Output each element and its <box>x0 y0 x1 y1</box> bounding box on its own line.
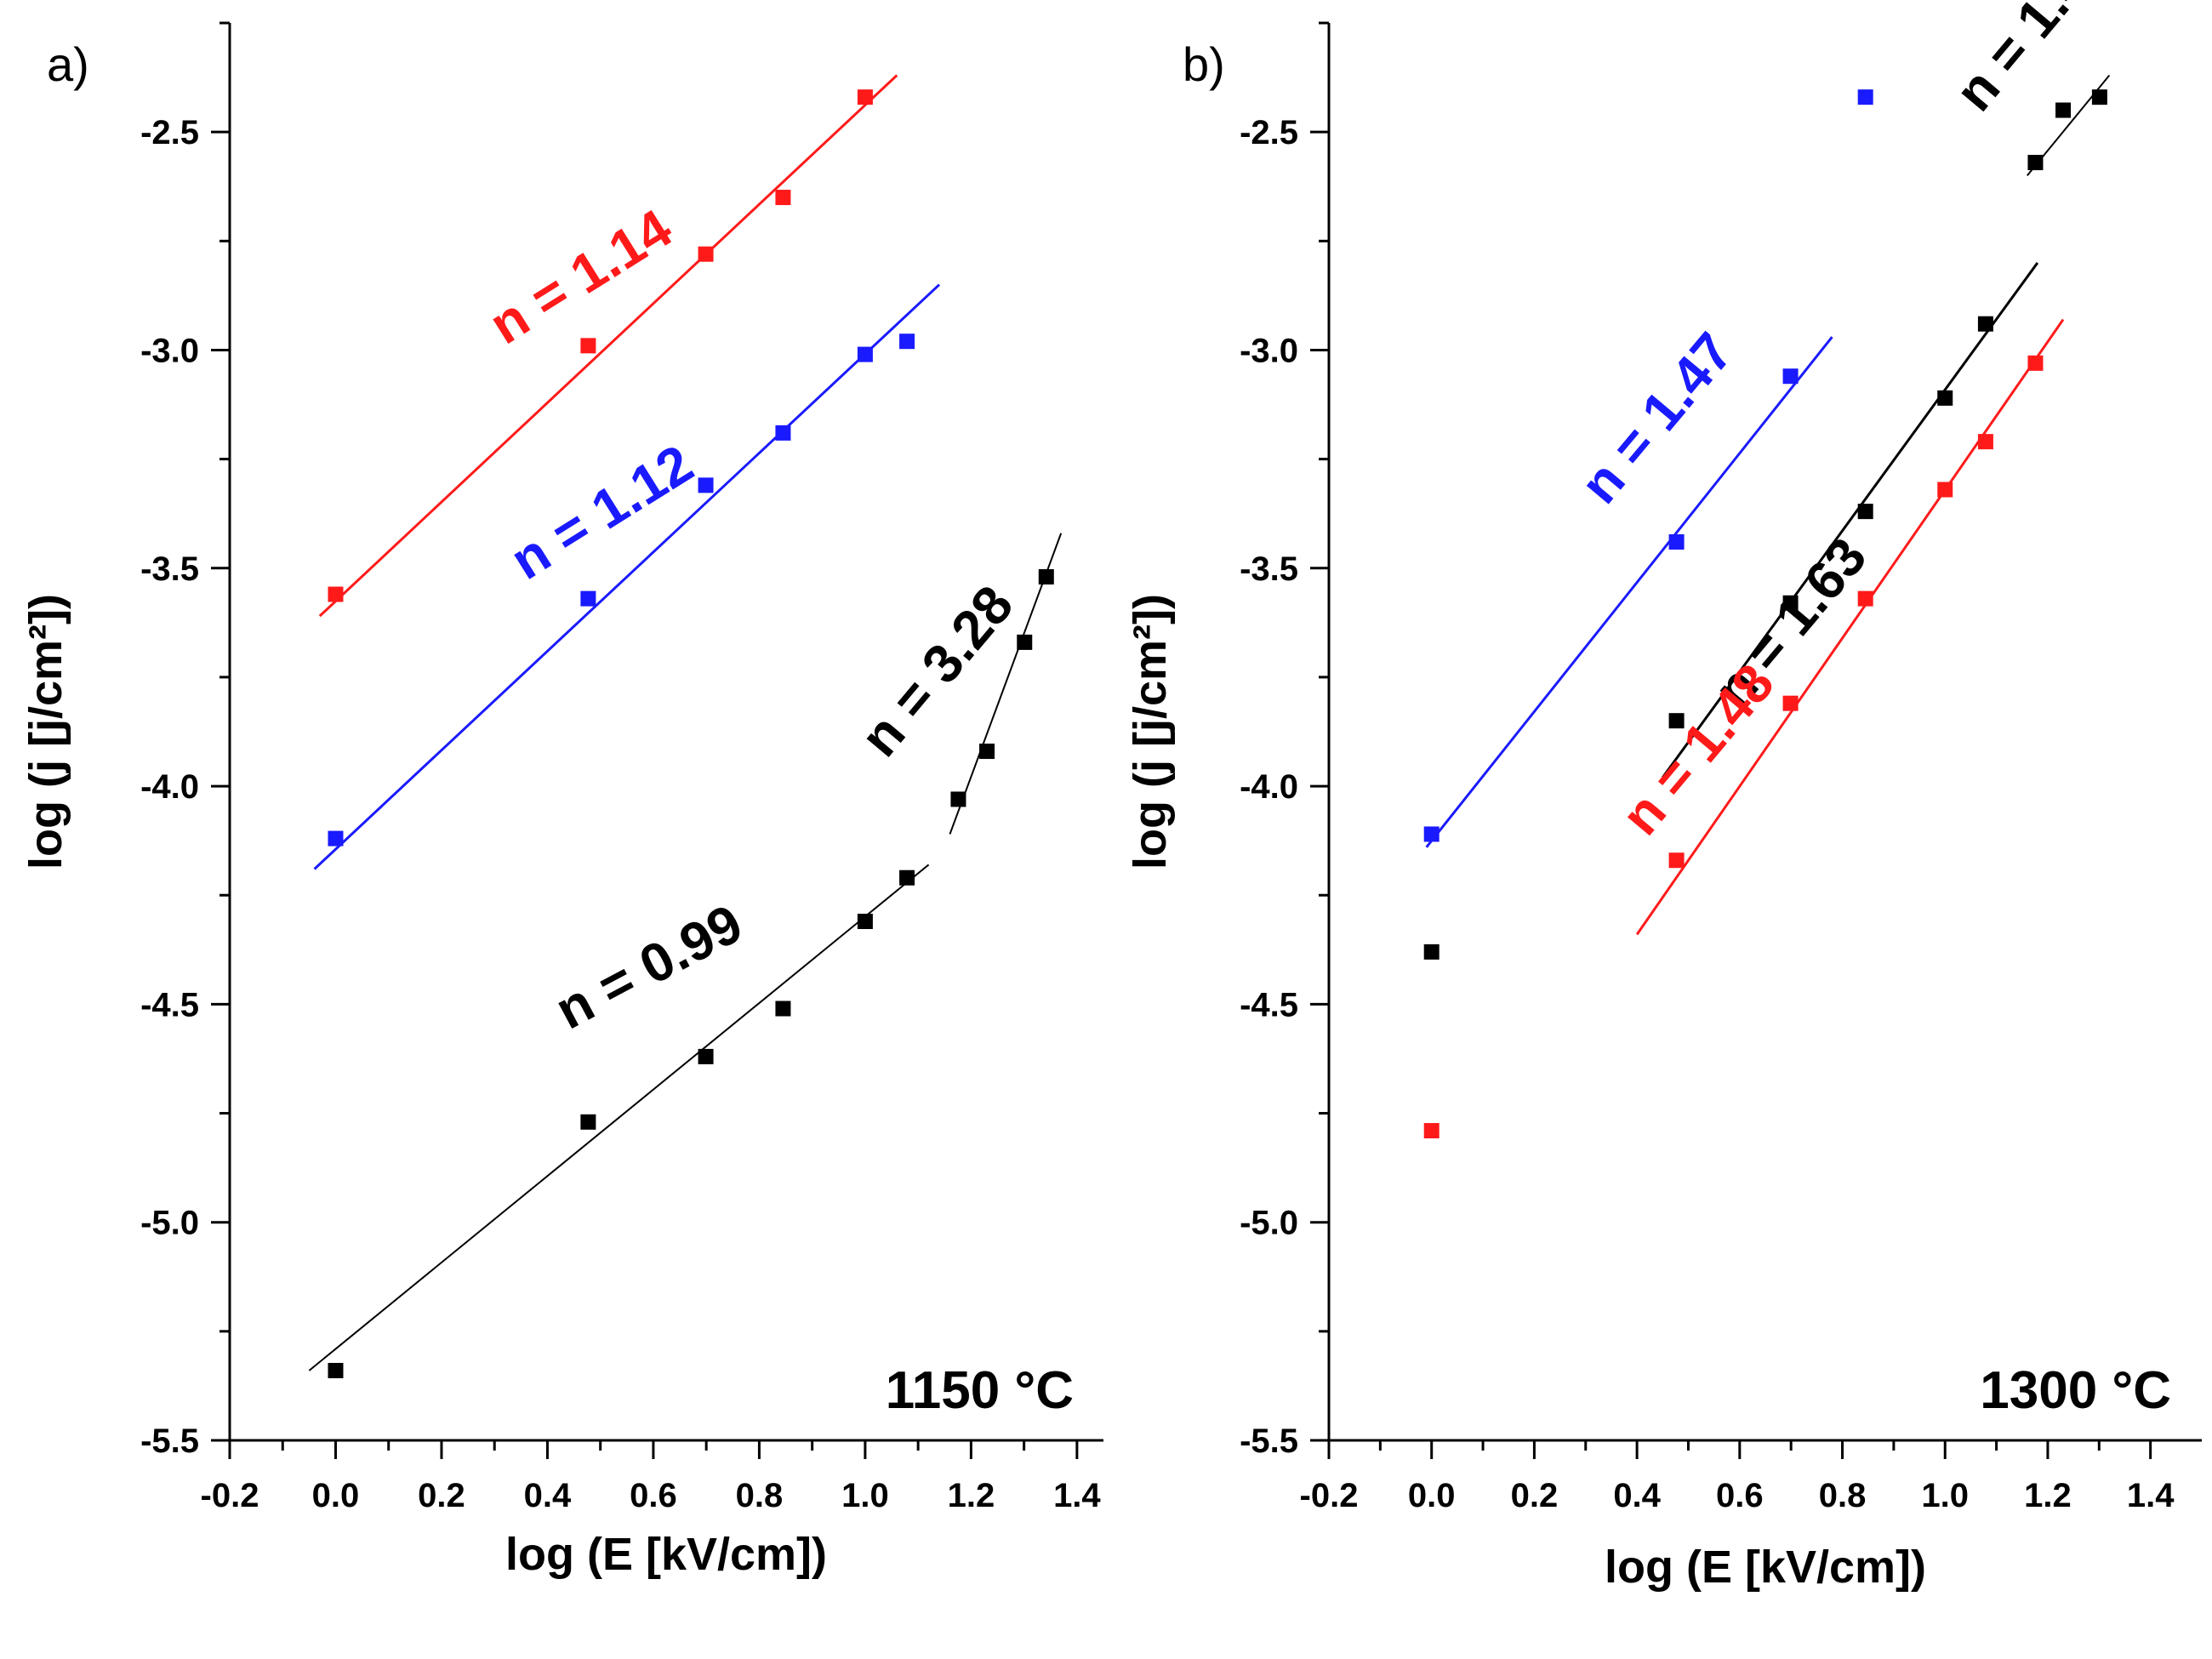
data-point-blue <box>1668 534 1685 550</box>
x-tick-label: -0.2 <box>201 1477 259 1514</box>
data-point-black <box>775 1001 791 1017</box>
x-tick-label: 0.2 <box>1511 1477 1559 1514</box>
x-tick-label: 0.4 <box>1613 1477 1661 1514</box>
y-tick-label: -2.5 <box>140 114 199 151</box>
y-tick-label: -5.0 <box>140 1205 199 1242</box>
slope-annotation: n = 0.99 <box>545 892 752 1041</box>
data-point-black <box>1937 390 1953 406</box>
data-point-red <box>1423 1123 1440 1139</box>
data-point-blue <box>1857 89 1873 105</box>
data-point-red <box>2027 355 2044 371</box>
fit-line-red <box>1635 318 2065 936</box>
slope-annotation: n = 1.12 <box>500 433 704 591</box>
data-point-red <box>698 246 714 262</box>
y-tick-label: -3.0 <box>140 332 199 369</box>
data-point-blue <box>857 346 873 362</box>
temperature-label: 1300 °C <box>1980 1361 2171 1420</box>
data-point-blue <box>1423 826 1440 842</box>
y-tick-label: -5.0 <box>1240 1205 1298 1242</box>
data-point-black <box>698 1048 714 1064</box>
x-tick-label: 1.2 <box>2024 1477 2072 1514</box>
slope-annotation: n = 3.28 <box>848 574 1024 768</box>
panel-label: a) <box>47 37 89 91</box>
data-point-black <box>1017 634 1033 650</box>
y-tick-label: -4.0 <box>1240 768 1298 806</box>
x-tick-label: 0.0 <box>312 1477 360 1514</box>
y-axis-title: log (j [j/cm²]) <box>20 594 71 869</box>
data-point-blue <box>580 590 596 607</box>
data-point-red <box>1668 852 1685 869</box>
x-tick-label: 1.0 <box>841 1477 889 1514</box>
data-point-red <box>857 89 873 105</box>
x-tick-label: 0.4 <box>524 1477 572 1514</box>
y-axis-title: log (j [j/cm²]) <box>1125 594 1176 869</box>
data-point-blue <box>698 477 714 493</box>
y-tick-label: -4.5 <box>140 986 199 1023</box>
x-tick-label: 1.4 <box>1053 1477 1101 1514</box>
panel-b: -0.2 0.0 0.2 0.4 0.6 0.8 1.0 1.2 1.4 -2.5 -3.0 -3.5… <box>1125 0 2202 1593</box>
y-tick-label: -2.5 <box>1240 114 1298 151</box>
data-point-red <box>1857 590 1873 607</box>
data-point-black <box>1038 569 1054 585</box>
fit-line-red <box>318 74 898 618</box>
data-point-black <box>580 1114 596 1130</box>
fit-line-black <box>308 864 930 1371</box>
data-point-red <box>775 190 791 206</box>
y-tick-label: -3.5 <box>1240 550 1298 588</box>
data-point-blue <box>1782 368 1799 385</box>
fit-line-black <box>1662 262 2039 778</box>
x-tick-label: 0.0 <box>1408 1477 1456 1514</box>
x-tick-label: 0.6 <box>630 1477 677 1514</box>
data-point-black <box>2027 155 2044 171</box>
x-tick-label: 0.6 <box>1716 1477 1764 1514</box>
slope-annotation: n = 1.14 <box>479 197 682 356</box>
fit-line-blue <box>1425 336 1833 848</box>
data-point-black <box>2055 102 2072 118</box>
data-point-blue <box>899 334 915 350</box>
data-point-black <box>1668 713 1685 729</box>
data-point-blue <box>328 830 344 847</box>
data-point-black <box>1782 595 1799 611</box>
data-point-black <box>899 869 915 886</box>
data-point-red <box>1937 482 1953 498</box>
data-point-black <box>1977 316 1993 332</box>
x-tick-label: 1.4 <box>2127 1477 2175 1514</box>
y-tick-label: -4.0 <box>140 768 199 806</box>
y-tick-label: -5.5 <box>1240 1422 1298 1460</box>
data-point-red <box>328 586 344 602</box>
y-tick-label: -5.5 <box>140 1422 199 1460</box>
x-tick-label: 0.2 <box>418 1477 465 1514</box>
slope-annotation: n = 1.47 <box>1568 321 1744 515</box>
slope-annotation: n = 1.48 <box>1610 653 1786 847</box>
data-point-red <box>1977 434 1993 450</box>
fit-line-blue <box>313 283 941 870</box>
panel-label: b) <box>1183 37 1225 91</box>
data-point-blue <box>775 425 791 441</box>
data-point-black <box>328 1362 344 1378</box>
panel-a: -0.2 0.0 0.2 0.4 0.6 0.8 1.0 1.2 1.4 -2.5 -3.0 -3.5… <box>20 21 1103 1580</box>
data-point-black <box>2091 89 2107 105</box>
y-tick-label: -4.5 <box>1240 986 1298 1023</box>
x-axis-title: log (E [kV/cm]) <box>1605 1542 1926 1593</box>
data-point-black <box>1423 944 1440 960</box>
y-tick-label: -3.5 <box>140 550 199 588</box>
data-point-red <box>580 338 596 354</box>
data-point-black <box>950 791 966 807</box>
data-point-red <box>1782 695 1799 711</box>
x-tick-label: 1.2 <box>948 1477 995 1514</box>
x-tick-label: 1.0 <box>1921 1477 1969 1514</box>
x-axis-title: log (E [kV/cm]) <box>505 1529 827 1580</box>
data-point-black <box>979 744 995 760</box>
x-tick-label: 0.8 <box>736 1477 784 1514</box>
temperature-label: 1150 °C <box>886 1361 1074 1420</box>
x-tick-label: -0.2 <box>1300 1477 1359 1514</box>
data-point-black <box>1857 504 1873 520</box>
y-tick-label: -3.0 <box>1240 332 1298 369</box>
x-tick-label: 0.8 <box>1819 1477 1867 1514</box>
data-point-black <box>857 913 873 929</box>
